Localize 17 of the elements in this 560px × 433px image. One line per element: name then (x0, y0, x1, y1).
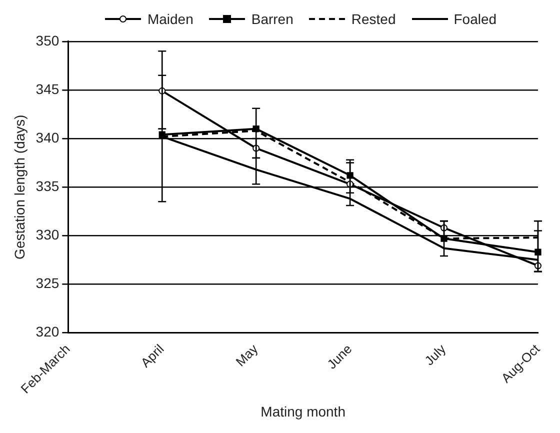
y-tick-label: 350 (36, 32, 60, 48)
y-tick-label: 345 (36, 80, 60, 97)
x-axis-title: Mating month (260, 403, 346, 420)
x-tick-label: May (232, 340, 262, 370)
point (346, 172, 354, 179)
y-tick-label: 320 (36, 324, 60, 340)
y-axis-title: Gestation length (days) (11, 114, 28, 260)
legend-label: Foaled (454, 11, 497, 27)
legend-label: Barren (251, 11, 294, 27)
y-tick-label: 340 (36, 129, 60, 146)
point (534, 248, 542, 256)
y-tick-label: 330 (36, 226, 60, 242)
x-tick-label: July (422, 340, 450, 368)
legend-label: Rested (351, 11, 396, 27)
y-tick-label: 335 (36, 178, 60, 194)
y-tick-label: 325 (36, 275, 60, 292)
legend-label: Maiden (147, 11, 194, 27)
